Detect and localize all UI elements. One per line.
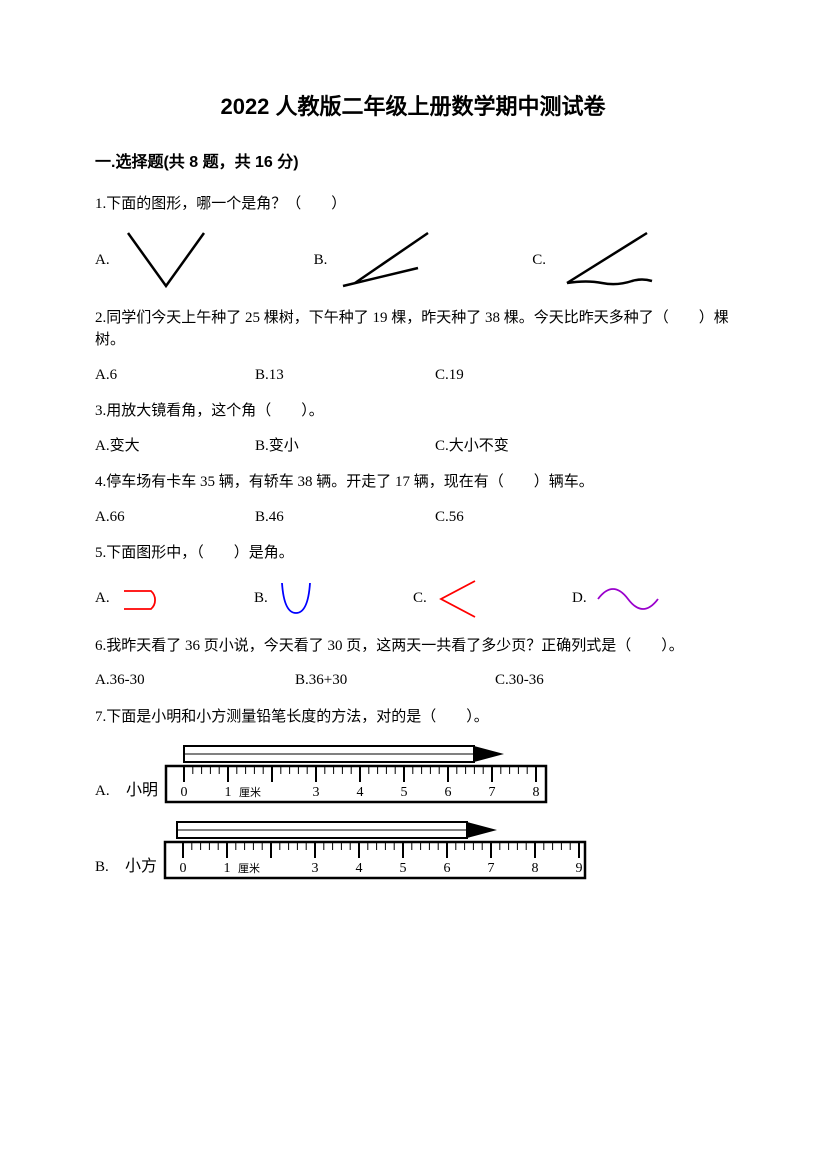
- ruler-fang-icon: 小方 0 1 厘米 3 4 5: [115, 816, 595, 886]
- ruler-name-a: 小明: [126, 781, 158, 799]
- angle-shape-icon: [433, 577, 483, 621]
- q3-text: 3.用放大镜看角，这个角（ ）。: [95, 400, 731, 423]
- wave-shape-icon: [593, 581, 663, 617]
- ruler-ming-icon: 小明 0 1 厘米 3 4 5: [116, 740, 556, 810]
- q7-opt-b: B.: [95, 856, 109, 879]
- svg-text:5: 5: [400, 785, 407, 800]
- page-title: 2022 人教版二年级上册数学期中测试卷: [95, 90, 731, 123]
- q3-opt-b: B.变小: [255, 435, 435, 458]
- q1-opt-c: C.: [532, 249, 546, 272]
- question-4: 4.停车场有卡车 35 辆，有轿车 38 辆。开走了 17 辆，现在有（ ）辆车…: [95, 471, 731, 528]
- u-shape-icon: [274, 579, 319, 619]
- svg-text:4: 4: [355, 861, 362, 876]
- q6-opt-b: B.36+30: [295, 669, 495, 692]
- q3-opt-a: A.变大: [95, 435, 255, 458]
- q1-text: 1.下面的图形，哪一个是角？（ ）: [95, 193, 731, 216]
- q7-text: 7.下面是小明和小方测量铅笔长度的方法，对的是（ ）。: [95, 706, 731, 729]
- svg-text:8: 8: [531, 861, 538, 876]
- q5-options: A. B. C. D.: [95, 577, 731, 621]
- question-7: 7.下面是小明和小方测量铅笔长度的方法，对的是（ ）。 A. 小明: [95, 706, 731, 887]
- q1-opt-b: B.: [314, 249, 328, 272]
- question-3: 3.用放大镜看角，这个角（ ）。 A.变大 B.变小 C.大小不变: [95, 400, 731, 457]
- q5-opt-c: C.: [413, 587, 427, 610]
- q7-row-b: B. 小方: [95, 816, 731, 886]
- svg-text:7: 7: [487, 861, 494, 876]
- q5-opt-a: A.: [95, 587, 110, 610]
- svg-text:7: 7: [488, 785, 495, 800]
- q2-opt-c: C.19: [435, 364, 615, 387]
- q4-opt-a: A.66: [95, 506, 255, 529]
- angle-v-icon: [116, 228, 216, 293]
- q4-text: 4.停车场有卡车 35 辆，有轿车 38 辆。开走了 17 辆，现在有（ ）辆车…: [95, 471, 731, 494]
- svg-text:9: 9: [575, 861, 582, 876]
- svg-text:6: 6: [443, 861, 450, 876]
- question-2: 2.同学们今天上午种了 25 棵树，下午种了 19 棵，昨天种了 38 棵。今天…: [95, 307, 731, 387]
- svg-text:5: 5: [399, 861, 406, 876]
- svg-text:1: 1: [223, 861, 230, 876]
- q2-opt-b: B.13: [255, 364, 435, 387]
- section-heading: 一.选择题(共 8 题，共 16 分): [95, 151, 731, 175]
- d-shape-icon: [116, 581, 171, 617]
- q1-options: A. B. C.: [95, 228, 731, 293]
- q3-opt-c: C.大小不变: [435, 435, 615, 458]
- q5-opt-b: B.: [254, 587, 268, 610]
- q7-row-a: A. 小明: [95, 740, 731, 810]
- svg-text:0: 0: [179, 861, 186, 876]
- q4-opt-b: B.46: [255, 506, 435, 529]
- q2-text: 2.同学们今天上午种了 25 棵树，下午种了 19 棵，昨天种了 38 棵。今天…: [95, 307, 731, 352]
- question-1: 1.下面的图形，哪一个是角？（ ） A. B. C.: [95, 193, 731, 293]
- q6-options: A.36-30 B.36+30 C.30-36: [95, 669, 731, 692]
- q6-text: 6.我昨天看了 36 页小说，今天看了 30 页，这两天一共看了多少页？正确列式…: [95, 635, 731, 658]
- svg-text:1: 1: [224, 785, 231, 800]
- two-lines-icon: [333, 228, 443, 293]
- svg-text:3: 3: [312, 785, 319, 800]
- question-5: 5.下面图形中，（ ）是角。 A. B. C. D.: [95, 542, 731, 621]
- svg-text:3: 3: [311, 861, 318, 876]
- ruler-name-b: 小方: [125, 857, 157, 875]
- angle-wavy-icon: [552, 228, 662, 293]
- q5-text: 5.下面图形中，（ ）是角。: [95, 542, 731, 565]
- svg-text:6: 6: [444, 785, 451, 800]
- q2-options: A.6 B.13 C.19: [95, 364, 731, 387]
- q3-options: A.变大 B.变小 C.大小不变: [95, 435, 731, 458]
- q6-opt-a: A.36-30: [95, 669, 295, 692]
- svg-text:4: 4: [356, 785, 363, 800]
- q2-opt-a: A.6: [95, 364, 255, 387]
- svg-text:厘米: 厘米: [238, 862, 260, 875]
- q5-opt-d: D.: [572, 587, 587, 610]
- svg-text:8: 8: [532, 785, 539, 800]
- svg-text:厘米: 厘米: [239, 786, 261, 799]
- svg-text:0: 0: [180, 785, 187, 800]
- q4-options: A.66 B.46 C.56: [95, 506, 731, 529]
- q7-opt-a: A.: [95, 780, 110, 803]
- q4-opt-c: C.56: [435, 506, 615, 529]
- question-6: 6.我昨天看了 36 页小说，今天看了 30 页，这两天一共看了多少页？正确列式…: [95, 635, 731, 692]
- q6-opt-c: C.30-36: [495, 669, 544, 692]
- q1-opt-a: A.: [95, 249, 110, 272]
